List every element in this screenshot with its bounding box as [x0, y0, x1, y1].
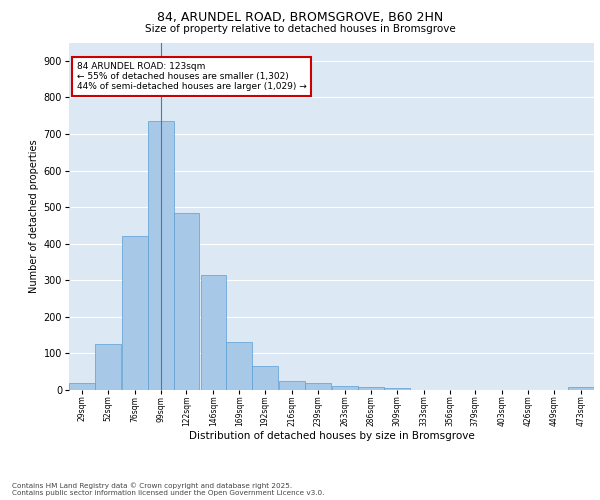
Bar [384, 388, 410, 390]
Bar [305, 382, 331, 390]
Bar [69, 382, 95, 390]
Text: 84 ARUNDEL ROAD: 123sqm
← 55% of detached houses are smaller (1,302)
44% of semi: 84 ARUNDEL ROAD: 123sqm ← 55% of detache… [77, 62, 307, 92]
Bar [332, 386, 358, 390]
Bar [148, 121, 173, 390]
Y-axis label: Number of detached properties: Number of detached properties [29, 140, 40, 293]
Bar [358, 388, 384, 390]
Bar [95, 344, 121, 390]
Bar [200, 275, 226, 390]
Bar [568, 387, 594, 390]
Bar [226, 342, 252, 390]
Bar [122, 236, 148, 390]
Text: 84, ARUNDEL ROAD, BROMSGROVE, B60 2HN: 84, ARUNDEL ROAD, BROMSGROVE, B60 2HN [157, 11, 443, 24]
Text: Contains HM Land Registry data © Crown copyright and database right 2025.: Contains HM Land Registry data © Crown c… [12, 482, 292, 489]
X-axis label: Distribution of detached houses by size in Bromsgrove: Distribution of detached houses by size … [188, 430, 475, 440]
Bar [173, 212, 199, 390]
Text: Size of property relative to detached houses in Bromsgrove: Size of property relative to detached ho… [145, 24, 455, 34]
Bar [252, 366, 278, 390]
Bar [279, 381, 305, 390]
Text: Contains public sector information licensed under the Open Government Licence v3: Contains public sector information licen… [12, 490, 325, 496]
